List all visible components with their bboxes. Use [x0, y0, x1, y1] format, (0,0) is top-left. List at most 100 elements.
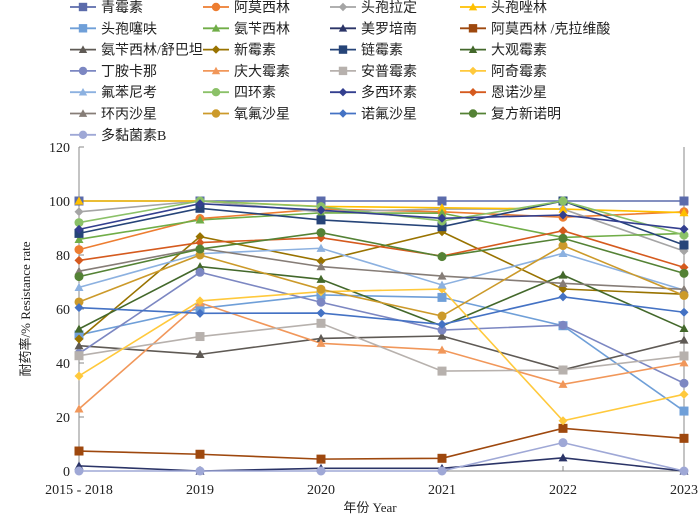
data-point-6-4	[558, 453, 568, 462]
legend-item: 丁胺卡那	[70, 64, 157, 80]
legend-item: 头孢唑林	[460, 0, 547, 16]
y-axis-title: 耐药率/% Resistance rate	[18, 241, 33, 376]
legend-item: 环丙沙星	[70, 108, 157, 123]
y-tick-label: 40	[56, 357, 70, 372]
x-tick-label: 2019	[186, 483, 214, 498]
legend-label: 阿奇霉素	[491, 63, 547, 80]
data-point-16-3	[437, 280, 447, 289]
legend-item: 恩诺沙星	[460, 85, 547, 101]
x-ticks: 2015 - 2018 2019 2020 2021 2022 2023	[45, 466, 698, 498]
y-tick-label: 120	[49, 141, 70, 156]
data-point-17-0	[74, 218, 84, 228]
data-point-21-3	[437, 311, 447, 321]
data-point-8-5	[679, 335, 689, 344]
y-tick-label: 60	[56, 303, 70, 318]
legend-label: 链霉素	[361, 43, 403, 59]
data-point-9-2	[316, 256, 326, 266]
data-point-23-3	[437, 252, 447, 262]
legend-label: 大观霉素	[491, 43, 547, 59]
data-point-21-5	[679, 291, 689, 300]
legend-marker	[468, 66, 478, 76]
data-point-24-2	[316, 466, 326, 476]
data-point-1-0	[74, 245, 84, 255]
data-point-7-5	[679, 433, 689, 443]
legend-item: 阿奇霉素	[460, 63, 547, 80]
legend-label: 环丙沙星	[101, 108, 157, 123]
data-point-21-0	[74, 297, 84, 307]
data-point-20-4	[558, 278, 568, 287]
series-line-15	[78, 288, 685, 422]
data-point-23-1	[195, 244, 205, 254]
legend-item: 阿莫西林	[203, 0, 290, 16]
series-line-24	[79, 441, 685, 472]
data-point-22-2	[316, 308, 326, 318]
data-point-19-1	[195, 238, 205, 248]
legend-item: 阿莫西林 /克拉维酸	[460, 21, 610, 37]
legend-marker	[211, 109, 221, 118]
data-point-23-2	[316, 228, 326, 238]
legend-marker	[468, 88, 478, 97]
legend-marker	[78, 2, 88, 12]
data-point-20-2	[316, 262, 326, 271]
data-point-20-5	[679, 284, 689, 293]
legend-label: 恩诺沙星	[491, 85, 547, 101]
x-tick-label: 2021	[428, 483, 456, 498]
data-point-20-3	[437, 271, 447, 280]
legend-label: 安普霉素	[361, 64, 417, 80]
data-point-22-5	[679, 307, 689, 317]
legend-label: 阿莫西林 /克拉维酸	[491, 21, 610, 37]
legend-item: 安普霉素	[330, 64, 417, 80]
x-tick-label: 2022	[549, 483, 577, 498]
legend-marker	[338, 109, 348, 118]
legend-item: 氟苯尼考	[70, 84, 157, 101]
x-tick-label: 2023	[670, 483, 698, 498]
data-point-3-4	[558, 204, 568, 213]
series-line-14	[78, 322, 685, 372]
legend-label: 丁胺卡那	[101, 64, 157, 80]
legend-label: 头孢噻呋	[101, 20, 157, 37]
series-line-8	[78, 335, 685, 371]
data-point-17-5	[679, 230, 689, 240]
data-point-3-5	[679, 208, 689, 217]
legend-label: 新霉素	[234, 43, 276, 59]
legend-item: 头孢噻呋	[70, 20, 157, 37]
legend-marker	[468, 45, 478, 53]
legend-marker	[338, 88, 348, 97]
legend-item: 氨苄西林	[203, 21, 290, 37]
data-point-12-2	[316, 297, 326, 307]
data-point-13-5	[679, 358, 689, 367]
data-point-10-1	[195, 203, 205, 213]
data-point-7-0	[74, 446, 84, 456]
data-point-24-0	[74, 466, 84, 476]
data-point-19-4	[558, 226, 568, 236]
legend-label: 多西环素	[361, 84, 417, 101]
data-point-4-5	[679, 406, 689, 416]
data-point-16-4	[558, 248, 568, 257]
x-tick-label: 2015 - 2018	[45, 483, 113, 498]
data-point-4-3	[437, 292, 447, 302]
y-tick-label: 100	[49, 195, 70, 210]
legend-item: 复方新诺明	[460, 106, 561, 123]
data-point-12-4	[558, 320, 568, 330]
data-point-14-3	[437, 366, 447, 376]
legend-marker	[338, 66, 348, 76]
data-point-22-4	[558, 292, 568, 302]
legend-label: 四环素	[234, 85, 276, 101]
legend-item: 青霉素	[70, 0, 143, 16]
legend-label: 阿莫西林	[234, 0, 290, 16]
data-point-3-3	[437, 203, 447, 212]
data-point-5-0	[74, 234, 84, 243]
data-point-9-1	[195, 232, 205, 242]
legend-item: 美罗培南	[330, 21, 417, 37]
data-point-24-5	[679, 466, 689, 476]
legend-marker	[211, 2, 221, 12]
y-tick-label: 20	[56, 411, 70, 426]
data-point-13-0	[74, 404, 84, 413]
legend-marker	[78, 109, 88, 117]
data-point-5-3	[437, 208, 447, 217]
series-line-2	[78, 200, 685, 252]
series-line-3	[79, 200, 685, 214]
data-point-7-2	[316, 454, 326, 464]
data-point-8-0	[74, 341, 84, 350]
